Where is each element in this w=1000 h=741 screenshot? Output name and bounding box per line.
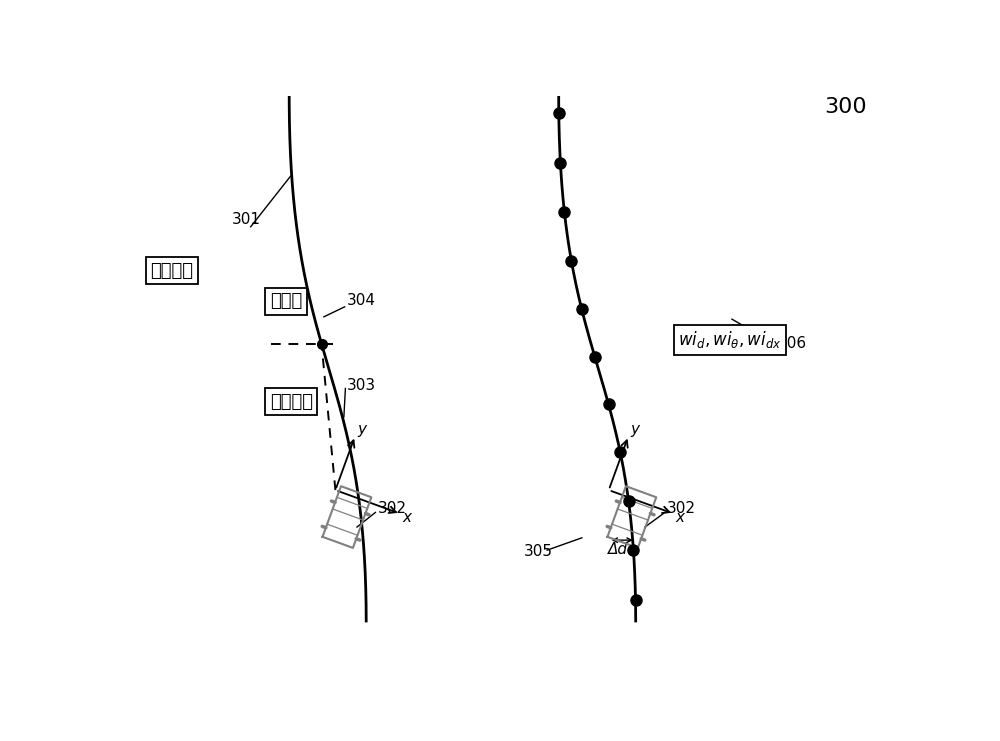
Text: y: y (631, 422, 640, 436)
Text: 预睽点: 预睽点 (270, 293, 302, 310)
Text: 304: 304 (347, 293, 376, 308)
Text: Δd: Δd (608, 542, 628, 557)
Text: 300: 300 (824, 97, 867, 117)
Text: 305: 305 (524, 544, 553, 559)
Text: y: y (357, 422, 366, 436)
Text: 302: 302 (666, 501, 696, 516)
Text: 302: 302 (378, 501, 407, 516)
Text: 306: 306 (778, 336, 807, 350)
Text: 301: 301 (231, 213, 260, 227)
Text: x: x (402, 510, 411, 525)
Text: $wi_d, wi_{\theta}, wi_{dx}$: $wi_d, wi_{\theta}, wi_{dx}$ (678, 330, 782, 350)
Text: 预睽距离: 预睽距离 (270, 393, 313, 411)
Text: x: x (675, 510, 684, 525)
Text: 303: 303 (347, 378, 376, 393)
Text: 期望路径: 期望路径 (151, 262, 194, 279)
